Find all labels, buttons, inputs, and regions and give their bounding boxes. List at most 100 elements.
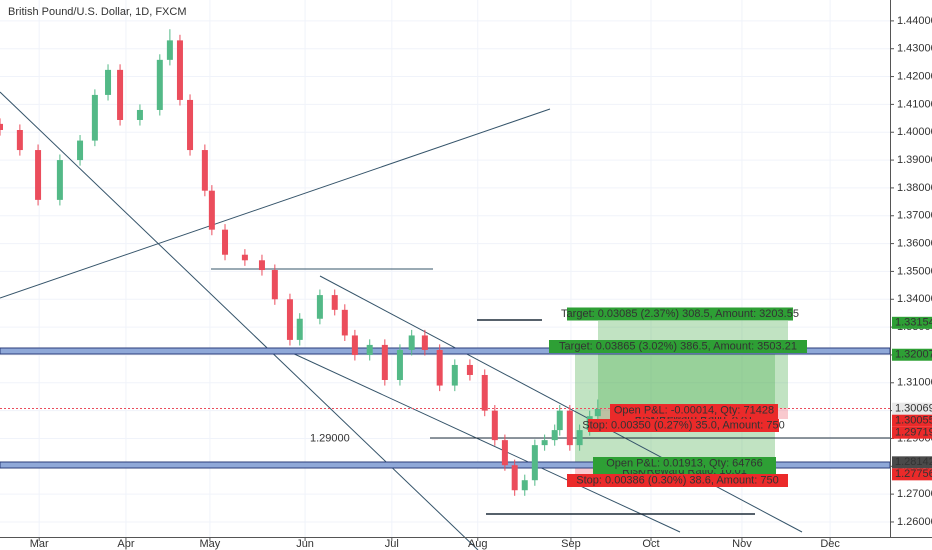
y-tick-label: 1.34000 [897, 293, 932, 305]
x-tick-label: Jun [296, 538, 314, 550]
candle-body [531, 445, 538, 481]
candle-body [271, 270, 278, 300]
chart-title: British Pound/U.S. Dollar, 1D, FXCM [8, 6, 187, 18]
candle-body [156, 59, 163, 110]
x-tick-label: Apr [117, 538, 134, 550]
candle-body [341, 309, 348, 336]
candle-body [594, 408, 601, 417]
price-label: 1.27756 [895, 468, 932, 480]
annotation-text: Open P&L: -0.00014, Qty: 71428 [614, 404, 774, 416]
price-label: 1.28142 [895, 456, 932, 468]
candle-body [576, 430, 583, 446]
candle-body [35, 150, 42, 200]
overlay: 1.29000 Target: 0.03085 (2.37%) 308.5, Am… [310, 307, 807, 487]
y-tick-label: 1.43000 [897, 43, 932, 55]
x-tick-label: Nov [732, 538, 752, 550]
candle-body [381, 344, 388, 380]
x-tick-label: Sep [561, 538, 581, 550]
candle-body [331, 295, 338, 310]
candle-body [136, 109, 143, 120]
candle-body [541, 440, 548, 446]
price-label: 1.33154 [895, 317, 932, 329]
candle-body [316, 295, 323, 319]
candle-body [286, 299, 293, 340]
y-tick-label: 1.44000 [897, 15, 932, 27]
candle-body [187, 99, 194, 151]
price-label-box [892, 414, 932, 427]
x-tick-label: Mar [30, 538, 49, 550]
trend-line [319, 275, 803, 533]
y-tick-label: 1.36000 [897, 237, 932, 249]
x-tick-label: Aug [468, 538, 488, 550]
x-tick-label: Jul [385, 538, 399, 550]
candle-body [176, 40, 183, 100]
x-tick-label: May [200, 538, 221, 550]
annotation-text: Stop: 0.00386 (0.30%) 38.6, Amount: 750 [576, 474, 778, 486]
candle-body [117, 69, 124, 120]
candle-body [16, 130, 23, 151]
y-tick-label: 1.42000 [897, 70, 932, 82]
annotation-box [588, 419, 779, 432]
annotation-box [610, 404, 778, 417]
level-label: 1.29000 [310, 432, 350, 444]
trend-line [0, 108, 551, 299]
annotation-box [593, 457, 776, 470]
candle-body [466, 364, 473, 375]
candle-body [556, 410, 563, 431]
candle-body [436, 349, 443, 386]
candle-body [491, 410, 498, 441]
price-label-box [892, 348, 932, 361]
annotation-text: Target: 0.03085 (2.37%) 308.5, Amount: 3… [561, 308, 799, 320]
candle-body [551, 430, 558, 441]
candle-body [105, 69, 112, 95]
y-tick-label: 1.27000 [897, 488, 932, 500]
annotation-text: Open P&L: 0.01913, Qty: 64766 [606, 457, 763, 469]
candle-body [566, 410, 573, 446]
x-tick-label: Dec [820, 538, 840, 550]
candle-body [511, 465, 518, 491]
price-label: 1.29719 [895, 427, 932, 439]
candle-body [56, 160, 63, 200]
y-tick-label: 1.26000 [897, 516, 932, 528]
price-label: 1.32007 [895, 349, 932, 361]
candle-body [241, 254, 248, 261]
price-label-box [892, 468, 932, 481]
candle-body [481, 374, 488, 411]
price-label: 1.30069 [895, 403, 932, 415]
candle-body [366, 344, 373, 355]
price-label-box [892, 456, 932, 469]
y-tick-label: 1.39000 [897, 154, 932, 166]
trend-line [289, 351, 681, 533]
candle-body [201, 150, 208, 191]
candle-body [521, 480, 528, 491]
annotation-text: Target: 0.03865 (3.02%) 386.5, Amount: 3… [559, 340, 797, 352]
candle-body [208, 190, 215, 230]
candle-body [258, 260, 265, 271]
candle-body [166, 40, 173, 60]
candle-body [77, 140, 84, 161]
candle-body [296, 318, 303, 340]
annotation-box [549, 340, 807, 353]
candle-body [501, 440, 508, 466]
y-tick-label: 1.40000 [897, 126, 932, 138]
trend-line [0, 91, 479, 550]
x-tick-label: Oct [642, 538, 659, 550]
candle-body [91, 94, 98, 141]
price-label-box [892, 402, 932, 415]
candle-body [0, 123, 3, 131]
candles [0, 29, 601, 496]
y-tick-label: 1.38000 [897, 182, 932, 194]
y-tick-label: 1.31000 [897, 377, 932, 389]
price-label: 1.30055 [895, 415, 932, 427]
candle-body [351, 335, 358, 355]
price-label-box [892, 316, 932, 329]
candle-body [451, 364, 458, 386]
candle-body [408, 335, 415, 350]
price-label-box [892, 426, 932, 439]
y-tick-label: 1.37000 [897, 210, 932, 222]
annotation-box [567, 474, 788, 487]
annotation-text: Stop: 0.00350 (0.27%) 35.0, Amount: 750 [582, 419, 784, 431]
target-zone [598, 321, 788, 408]
